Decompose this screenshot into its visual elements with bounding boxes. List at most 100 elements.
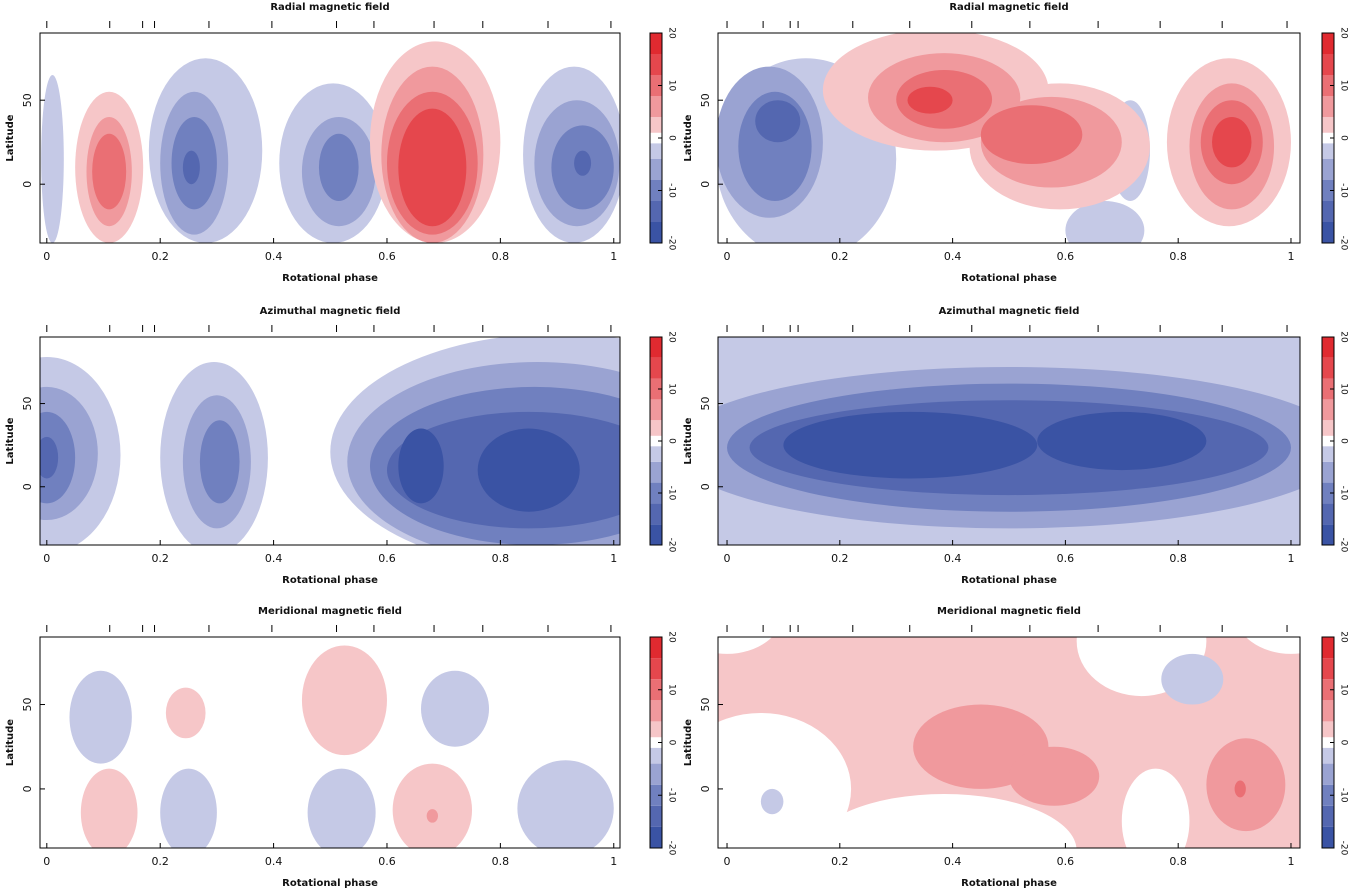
contour-region xyxy=(907,86,953,114)
colorbar-band xyxy=(650,805,662,827)
contour-region xyxy=(182,150,200,185)
colorbar-band xyxy=(1322,503,1334,525)
contour-region xyxy=(199,420,240,504)
colorbar-tick-label: 10 xyxy=(1339,383,1349,395)
colorbar-band xyxy=(1322,524,1334,545)
contour-region xyxy=(40,436,59,479)
colorbar-band xyxy=(1322,117,1334,133)
colorbar-band xyxy=(1322,357,1334,379)
panel-title: Meridional magnetic field xyxy=(258,606,402,617)
colorbar-band xyxy=(650,180,662,201)
colorbar-band xyxy=(650,143,662,159)
x-tick-label: 0.6 xyxy=(1057,855,1075,868)
plot-frame xyxy=(717,336,1301,546)
colorbar-band xyxy=(650,54,662,75)
x-axis-label: Rotational phase xyxy=(282,273,378,284)
colorbar-band xyxy=(650,357,662,379)
colorbar-band xyxy=(1322,33,1334,54)
contour-region xyxy=(1009,746,1100,806)
x-tick-label: 0 xyxy=(43,250,50,263)
contour-region xyxy=(165,687,206,739)
colorbar-tick-label: -10 xyxy=(667,486,677,501)
x-tick-label: 1 xyxy=(1287,552,1294,565)
contour-map xyxy=(718,33,1291,243)
colorbar-tick-label: 20 xyxy=(1339,27,1349,39)
colorbar-tick-label: -20 xyxy=(667,236,677,251)
x-tick-label: 0.4 xyxy=(944,250,962,263)
contour-region xyxy=(755,100,801,143)
x-tick-label: 0 xyxy=(724,250,731,263)
x-tick-label: 0.4 xyxy=(265,552,283,565)
colorbar-tick-label: -20 xyxy=(1339,538,1349,553)
y-axis-label: Latitude xyxy=(683,417,694,464)
x-axis-label: Rotational phase xyxy=(961,575,1057,586)
colorbar-band xyxy=(650,399,662,421)
x-tick-label: 0.2 xyxy=(151,250,169,263)
x-tick-label: 1 xyxy=(610,250,617,263)
contour-region xyxy=(307,768,376,848)
colorbar-band xyxy=(650,747,662,764)
colorbar-band xyxy=(1322,420,1334,436)
contour-region xyxy=(1234,780,1246,798)
colorbar-tick-label: -10 xyxy=(1339,788,1349,803)
colorbar-band xyxy=(1322,826,1334,848)
colorbar-band xyxy=(1322,180,1334,201)
plot-frame xyxy=(717,636,1301,849)
colorbar-tick-label: 20 xyxy=(667,27,677,39)
colorbar-band xyxy=(650,721,662,738)
x-axis-label: Rotational phase xyxy=(282,575,378,586)
colorbar-tick-label: 10 xyxy=(667,684,677,696)
colorbar-band xyxy=(650,826,662,848)
colorbar-tick-label: 0 xyxy=(667,740,677,746)
x-tick-label: 0.8 xyxy=(492,250,510,263)
x-tick-label: 0.8 xyxy=(492,552,510,565)
colorbar-band xyxy=(1322,482,1334,504)
contour-region xyxy=(160,768,217,848)
x-tick-label: 0 xyxy=(724,552,731,565)
plot-frame xyxy=(39,636,621,849)
colorbar-band xyxy=(1322,54,1334,75)
colorbar-band xyxy=(1322,378,1334,400)
colorbar-band xyxy=(650,461,662,483)
y-tick-label: 0 xyxy=(699,181,712,188)
colorbar-tick-label: -20 xyxy=(667,841,677,856)
y-axis-label: Latitude xyxy=(5,114,16,161)
contour-region xyxy=(718,637,773,654)
x-axis-label: Rotational phase xyxy=(961,273,1057,284)
colorbar-tick-label: 0 xyxy=(1339,135,1349,141)
colorbar-tick-label: 0 xyxy=(1339,740,1349,746)
x-tick-label: 1 xyxy=(1287,855,1294,868)
colorbar-band xyxy=(650,222,662,243)
x-tick-label: 0 xyxy=(724,855,731,868)
colorbar-band xyxy=(1322,658,1334,680)
x-tick-label: 0.6 xyxy=(1057,250,1075,263)
colorbar-band xyxy=(1322,805,1334,827)
x-tick-label: 0.6 xyxy=(1057,552,1075,565)
contour-region xyxy=(1121,768,1190,848)
contour-region xyxy=(1037,411,1207,471)
colorbar-band xyxy=(650,524,662,545)
plot-frame xyxy=(39,336,621,546)
x-tick-label: 0.8 xyxy=(492,855,510,868)
panel-title: Meridional magnetic field xyxy=(937,606,1081,617)
colorbar-band xyxy=(1322,721,1334,738)
x-tick-label: 0.2 xyxy=(151,855,169,868)
contour-region xyxy=(398,108,467,227)
plot-frame xyxy=(717,32,1301,244)
colorbar-band xyxy=(1322,637,1334,659)
colorbar-band xyxy=(1322,201,1334,222)
colorbar-band xyxy=(650,784,662,806)
contour-region xyxy=(318,133,359,201)
colorbar-band xyxy=(1322,159,1334,180)
colorbar-band xyxy=(1322,763,1334,785)
colorbar-band xyxy=(1322,75,1334,96)
contour-region xyxy=(760,788,784,815)
colorbar-tick-label: 0 xyxy=(1339,438,1349,444)
colorbar-band xyxy=(650,700,662,722)
colorbar-band xyxy=(1322,222,1334,243)
